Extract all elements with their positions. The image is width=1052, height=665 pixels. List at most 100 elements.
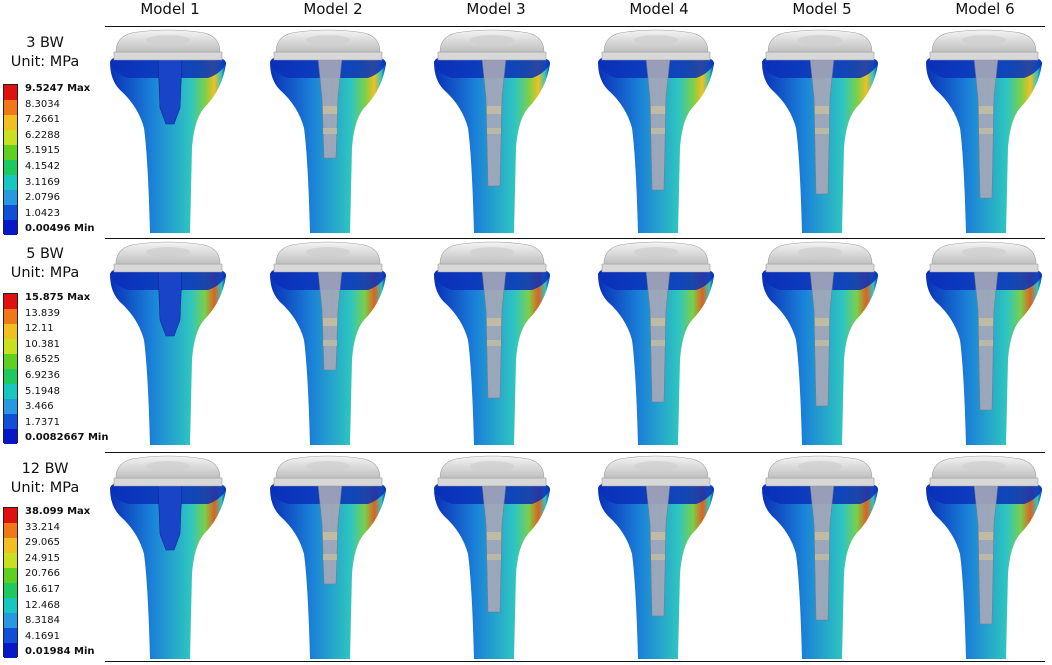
color-scale-segment — [4, 85, 17, 100]
tibial-tray — [929, 477, 1039, 487]
stress-panel-model-5 — [760, 28, 880, 238]
legend-label: 16.617 — [25, 584, 60, 595]
legend-label: 3.466 — [25, 401, 54, 413]
tibia-bone — [110, 57, 226, 233]
legend-label: 20.766 — [25, 568, 60, 580]
color-scale-segment — [4, 309, 17, 324]
legend-label: 13.839 — [25, 307, 60, 319]
tibia-bone — [110, 269, 226, 445]
legend-label: 24.915 — [25, 552, 60, 564]
legend-label: 10.381 — [25, 338, 60, 350]
legend-label: 29.065 — [25, 537, 60, 549]
legend-label: 4.1542 — [25, 161, 60, 172]
legend-label: 8.3184 — [25, 615, 60, 627]
model-3-header: Model 3 — [466, 0, 526, 18]
row-3-unit: Unit: MPa — [10, 480, 80, 496]
legend-label: 2.0796 — [25, 192, 60, 204]
tibia-bone — [110, 483, 226, 659]
stress-panel-model-2 — [268, 28, 388, 238]
stress-panel-model-6 — [924, 240, 1044, 450]
stress-panel-model-4 — [596, 454, 716, 664]
color-scale-segment — [4, 220, 17, 235]
legend-label: 6.9236 — [25, 370, 60, 381]
stress-panel-model-4 — [596, 28, 716, 238]
color-scale-segment — [4, 538, 17, 553]
tibial-tray — [273, 477, 383, 487]
color-scale-segment — [4, 628, 17, 643]
color-scale-bar — [3, 293, 18, 444]
legend-label: 3.1169 — [25, 176, 60, 188]
color-scale-segment — [4, 190, 17, 205]
stress-panel-model-3 — [432, 28, 552, 238]
bottom-rule — [105, 661, 1045, 662]
tibial-tray — [601, 477, 711, 487]
tibial-tray — [113, 477, 223, 487]
color-scale-segment — [4, 160, 17, 175]
color-scale-segment — [4, 339, 17, 354]
legend-label: 1.7371 — [25, 416, 60, 428]
legend-label: 12.11 — [25, 323, 54, 335]
row-1-unit: Unit: MPa — [10, 54, 80, 70]
tibial-tray — [437, 51, 547, 61]
tibial-tray — [113, 263, 223, 273]
legend-label: 0.00496 Min — [25, 223, 95, 235]
stress-panel-model-6 — [924, 454, 1044, 664]
legend-label: 5.1948 — [25, 385, 60, 397]
color-scale-segment — [4, 205, 17, 220]
stress-panel-model-1 — [108, 28, 228, 238]
row-2-unit: Unit: MPa — [10, 265, 80, 281]
tibial-tray — [765, 477, 875, 487]
stress-panel-model-2 — [268, 454, 388, 664]
color-scale-segment — [4, 414, 17, 429]
stress-panel-model-5 — [760, 454, 880, 664]
tibial-tray — [437, 263, 547, 273]
legend-label: 15.875 Max — [25, 292, 91, 303]
color-scale-segment — [4, 130, 17, 145]
color-scale-segment — [4, 145, 17, 160]
row-3-title: 12 BW Unit: MPa — [4, 460, 86, 498]
color-scale-segment — [4, 324, 17, 339]
stress-panel-model-2 — [268, 240, 388, 450]
legend-label: 5.1915 — [25, 145, 60, 157]
color-scale-segment — [4, 175, 17, 190]
color-scale-segment — [4, 523, 17, 538]
tibial-tray — [929, 263, 1039, 273]
color-scale-segment — [4, 598, 17, 613]
legend-label: 38.099 Max — [25, 506, 91, 517]
stress-panel-model-3 — [432, 454, 552, 664]
legend-label: 0.0082667 Min — [25, 432, 109, 444]
tibial-tray — [273, 51, 383, 61]
stress-panel-model-6 — [924, 28, 1044, 238]
color-scale-segment — [4, 553, 17, 568]
legend-label: 6.2288 — [25, 129, 60, 141]
stress-panel-model-1 — [108, 240, 228, 450]
legend-label: 0.01984 Min — [25, 646, 95, 658]
color-scale-segment — [4, 369, 17, 384]
tibial-tray — [929, 51, 1039, 61]
tibial-tray — [437, 477, 547, 487]
row-1-load: 3 BW — [26, 35, 64, 51]
color-scale-segment — [4, 399, 17, 414]
row-divider-2 — [105, 452, 1045, 453]
row-2-load: 5 BW — [26, 246, 64, 262]
color-scale-segment — [4, 354, 17, 369]
model-2-header: Model 2 — [303, 0, 363, 18]
tibial-tray — [273, 263, 383, 273]
legend-label: 8.6525 — [25, 354, 60, 366]
tibial-tray — [765, 263, 875, 273]
color-scale-bar — [3, 84, 18, 235]
model-1-header: Model 1 — [140, 0, 200, 18]
model-6-header: Model 6 — [955, 0, 1015, 18]
legend-label: 12.468 — [25, 599, 60, 611]
color-scale-bar — [3, 507, 18, 658]
row-3-load: 12 BW — [21, 461, 69, 477]
color-scale-segment — [4, 294, 17, 309]
legend-label: 1.0423 — [25, 207, 60, 219]
color-scale-segment — [4, 115, 17, 130]
color-scale-segment — [4, 568, 17, 583]
legend-label: 8.3034 — [25, 98, 60, 110]
legend-label: 9.5247 Max — [25, 83, 91, 94]
tibial-tray — [601, 263, 711, 273]
stress-panel-model-5 — [760, 240, 880, 450]
model-4-header: Model 4 — [629, 0, 689, 18]
